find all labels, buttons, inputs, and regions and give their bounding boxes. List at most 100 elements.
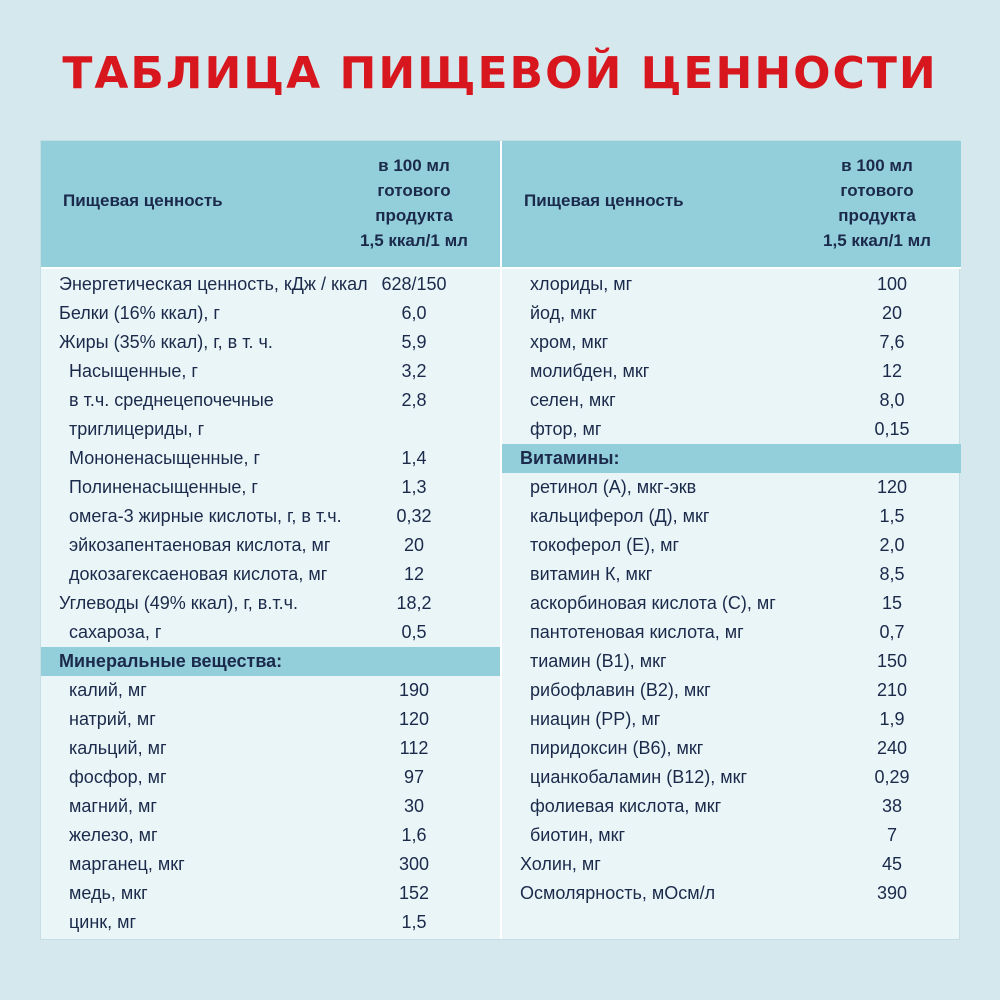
row-label: Углеводы (49% ккал), г, в.т.ч. — [59, 593, 298, 613]
table-row: кальциферол (Д), мкг 1,5 — [502, 502, 961, 531]
row-label: ниацин (РР), мг — [530, 709, 661, 729]
table-row: Белки (16% ккал), г 6,0 — [41, 299, 500, 328]
row-label: молибден, мкг — [530, 361, 650, 381]
table-row: хром, мкг 7,6 — [502, 328, 961, 357]
header-unit-line: 1,5 ккал/1 мл — [823, 231, 931, 250]
table-row: марганец, мкг 300 — [41, 850, 500, 879]
row-value: 240 — [876, 738, 908, 758]
page-title: ТАБЛИЦА ПИЩЕВОЙ ЦЕННОСТИ — [62, 48, 938, 99]
header-unit-line: продукта — [375, 206, 453, 225]
left-column: Пищевая ценность в 100 мл готового проду… — [41, 141, 500, 939]
table-row: биотин, мкг 7 — [502, 821, 961, 850]
header-unit-line: 1,5 ккал/1 мл — [360, 231, 468, 250]
row-value: 152 — [398, 883, 430, 903]
table-row: витамин К, мкг 8,5 — [502, 560, 961, 589]
row-label: селен, мкг — [530, 390, 616, 410]
table-row: йод, мкг 20 — [502, 299, 961, 328]
row-value: 0,5 — [401, 622, 427, 642]
row-label: омега-3 жирные кислоты, г, в т.ч. — [69, 506, 342, 526]
header-unit: в 100 мл готового продукта 1,5 ккал/1 мл — [329, 153, 499, 253]
row-label: цианкобаламин (В12), мкг — [530, 767, 748, 787]
table-row: омега-3 жирные кислоты, г, в т.ч. 0,32 — [41, 502, 500, 531]
header-unit-line: в 100 мл — [841, 156, 913, 175]
row-value: 5,9 — [401, 332, 427, 352]
row-value: 100 — [876, 274, 908, 294]
row-label: магний, мг — [69, 796, 157, 816]
table-row: Мононенасыщенные, г 1,4 — [41, 444, 500, 473]
row-value: 20 — [881, 303, 903, 323]
row-label: фосфор, мг — [69, 767, 167, 787]
row-value: 390 — [876, 883, 908, 903]
row-label: Энергетическая ценность, кДж / ккал — [59, 274, 368, 294]
row-label: аскорбиновая кислота (С), мг — [530, 593, 776, 613]
row-label: докозагексаеновая кислота, мг — [69, 564, 328, 584]
row-label: кальций, мг — [69, 738, 167, 758]
row-value: 0,7 — [879, 622, 905, 642]
row-value: 6,0 — [401, 303, 427, 323]
table-row: молибден, мкг 12 — [502, 357, 961, 386]
row-value: 30 — [403, 796, 425, 816]
table-row: Холин, мг 45 — [502, 850, 961, 879]
table-row: ретинол (А), мкг-экв 120 — [502, 473, 961, 502]
row-label: хром, мкг — [530, 332, 609, 352]
row-label: хлориды, мг — [530, 274, 633, 294]
row-label: пантотеновая кислота, мг — [530, 622, 744, 642]
row-label: йод, мкг — [530, 303, 597, 323]
table-row: цинк, мг 1,5 — [41, 908, 500, 937]
row-label: эйкозапентаеновая кислота, мг — [69, 535, 331, 555]
header-divider — [502, 267, 961, 269]
row-value: 1,5 — [879, 506, 905, 526]
column-divider — [500, 141, 502, 939]
row-label: Полиненасыщенные, г — [69, 477, 258, 497]
table-row: кальций, мг 112 — [41, 734, 500, 763]
row-label: тиамин (В1), мкг — [530, 651, 667, 671]
row-value: 97 — [403, 767, 425, 787]
row-value: 150 — [876, 651, 908, 671]
table-row: хлориды, мг 100 — [502, 270, 961, 299]
table-row: Углеводы (49% ккал), г, в.т.ч. 18,2 — [41, 589, 500, 618]
table-row: сахароза, г 0,5 — [41, 618, 500, 647]
table-row: фосфор, мг 97 — [41, 763, 500, 792]
row-label: железо, мг — [69, 825, 158, 845]
row-label: фтор, мг — [530, 419, 602, 439]
row-label: сахароза, г — [69, 622, 162, 642]
row-label: ретинол (А), мкг-экв — [530, 477, 697, 497]
row-label: Осмолярность, мОсм/л — [520, 883, 716, 903]
row-value: 12 — [881, 361, 903, 381]
right-column: Пищевая ценность в 100 мл готового проду… — [502, 141, 961, 939]
column-header: Пищевая ценность в 100 мл готового проду… — [502, 141, 961, 267]
row-label: кальциферол (Д), мкг — [530, 506, 710, 526]
row-value: 120 — [398, 709, 430, 729]
row-value: 112 — [399, 738, 429, 758]
row-value: 2,0 — [879, 535, 905, 555]
table-row: калий, мг 190 — [41, 676, 500, 705]
row-label: Витамины: — [520, 448, 620, 468]
row-value: 628/150 — [381, 274, 447, 294]
table-row: фолиевая кислота, мкг 38 — [502, 792, 961, 821]
header-name: Пищевая ценность — [524, 191, 684, 210]
rows-left: Энергетическая ценность, кДж / ккал 628/1… — [41, 270, 500, 937]
table-row: ниацин (РР), мг 1,9 — [502, 705, 961, 734]
row-value: 0,29 — [874, 767, 910, 787]
row-label: Холин, мг — [520, 854, 601, 874]
table-row: железо, мг 1,6 — [41, 821, 500, 850]
row-value: 1,3 — [401, 477, 427, 497]
row-label: натрий, мг — [69, 709, 156, 729]
header-unit-line: готового — [377, 181, 451, 200]
header-unit: в 100 мл готового продукта 1,5 ккал/1 мл — [792, 153, 962, 253]
row-label: токоферол (Е), мг — [530, 535, 680, 555]
table-row: аскорбиновая кислота (С), мг 15 — [502, 589, 961, 618]
row-label: Жиры (35% ккал), г, в т. ч. — [59, 332, 273, 352]
row-label: Насыщенные, г — [69, 361, 198, 381]
table-row: пантотеновая кислота, мг 0,7 — [502, 618, 961, 647]
table-row: токоферол (Е), мг 2,0 — [502, 531, 961, 560]
row-value: 0,15 — [874, 419, 910, 439]
row-value: 300 — [398, 854, 430, 874]
header-divider — [41, 267, 500, 269]
column-header: Пищевая ценность в 100 мл готового проду… — [41, 141, 500, 267]
table-row: Насыщенные, г 3,2 — [41, 357, 500, 386]
table-row: эйкозапентаеновая кислота, мг 20 — [41, 531, 500, 560]
header-unit-line: продукта — [838, 206, 916, 225]
row-value: 8,0 — [879, 390, 905, 410]
row-value: 1,6 — [401, 825, 427, 845]
